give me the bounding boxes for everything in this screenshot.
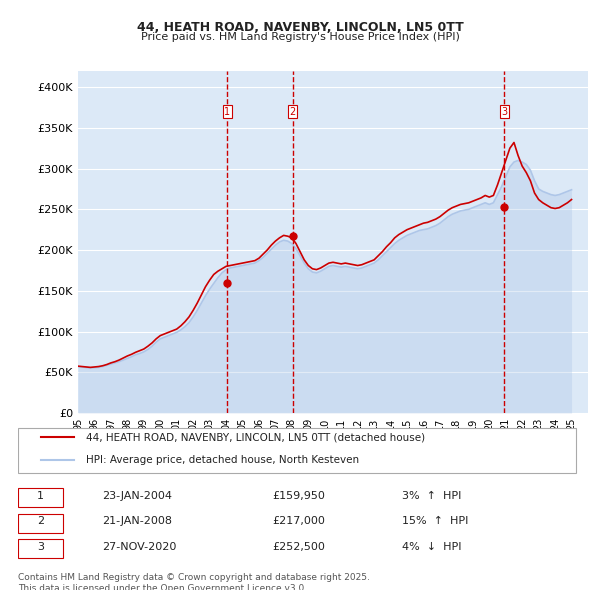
Text: 21-JAN-2008: 21-JAN-2008 [103, 516, 173, 526]
Text: 2: 2 [37, 516, 44, 526]
Text: 2: 2 [290, 107, 296, 117]
FancyBboxPatch shape [18, 488, 63, 507]
Text: 3: 3 [37, 542, 44, 552]
Text: 3%  ↑  HPI: 3% ↑ HPI [401, 491, 461, 501]
Text: 44, HEATH ROAD, NAVENBY, LINCOLN, LN5 0TT: 44, HEATH ROAD, NAVENBY, LINCOLN, LN5 0T… [137, 21, 463, 34]
Text: 27-NOV-2020: 27-NOV-2020 [103, 542, 177, 552]
Text: Price paid vs. HM Land Registry's House Price Index (HPI): Price paid vs. HM Land Registry's House … [140, 32, 460, 42]
Text: 3: 3 [502, 107, 508, 117]
FancyBboxPatch shape [18, 428, 577, 473]
Text: 15%  ↑  HPI: 15% ↑ HPI [401, 516, 468, 526]
Text: 44, HEATH ROAD, NAVENBY, LINCOLN, LN5 0TT (detached house): 44, HEATH ROAD, NAVENBY, LINCOLN, LN5 0T… [86, 432, 425, 442]
Text: Contains HM Land Registry data © Crown copyright and database right 2025.
This d: Contains HM Land Registry data © Crown c… [18, 573, 370, 590]
Text: 23-JAN-2004: 23-JAN-2004 [103, 491, 173, 501]
Text: 1: 1 [37, 491, 44, 501]
Text: £252,500: £252,500 [272, 542, 325, 552]
FancyBboxPatch shape [18, 513, 63, 533]
Text: 4%  ↓  HPI: 4% ↓ HPI [401, 542, 461, 552]
Text: HPI: Average price, detached house, North Kesteven: HPI: Average price, detached house, Nort… [86, 455, 359, 465]
Text: 1: 1 [224, 107, 230, 117]
FancyBboxPatch shape [18, 539, 63, 558]
Text: £159,950: £159,950 [272, 491, 325, 501]
Text: £217,000: £217,000 [272, 516, 325, 526]
